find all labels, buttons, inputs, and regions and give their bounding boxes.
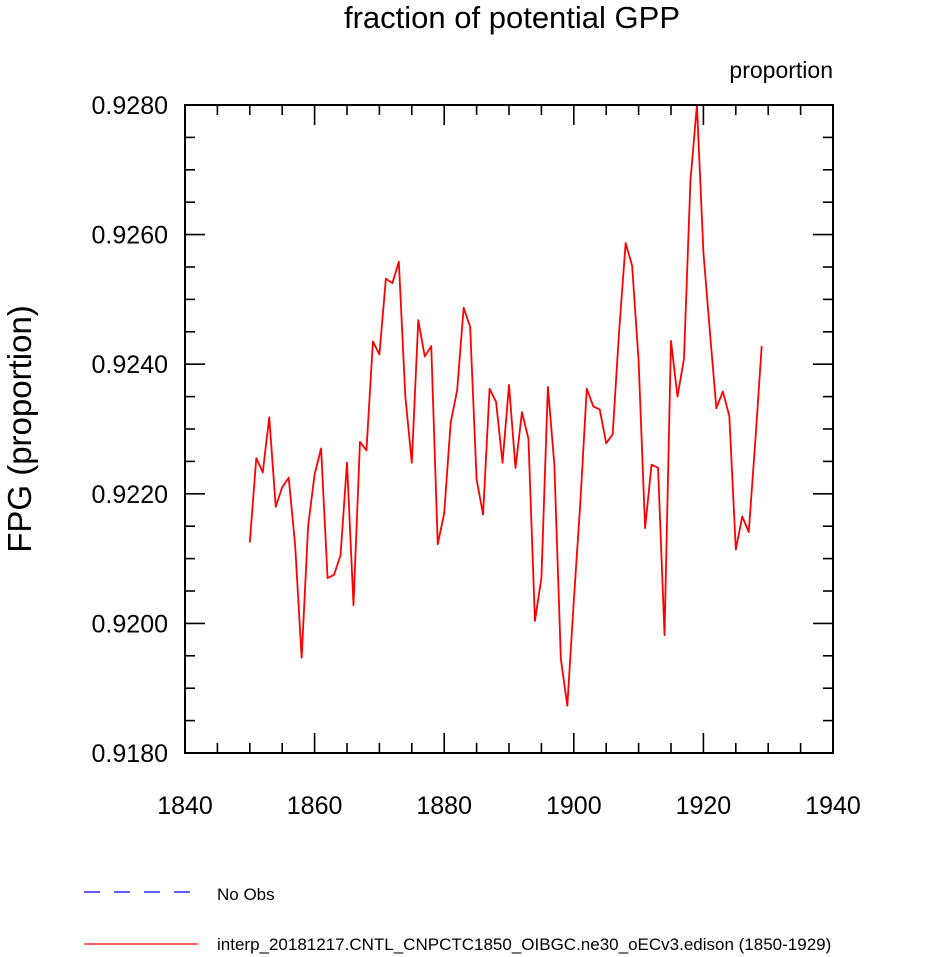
y-tick-label: 0.9260 (92, 222, 168, 250)
x-tick-label: 1860 (287, 792, 343, 820)
y-tick-label: 0.9180 (92, 740, 168, 768)
x-tick-label: 1940 (805, 792, 861, 820)
chart-title: fraction of potential GPP (344, 0, 680, 35)
x-tick-label: 1900 (546, 792, 602, 820)
series-line-model (248, 104, 763, 707)
y-tick-label: 0.9280 (92, 92, 168, 120)
y-tick-label: 0.9200 (92, 610, 168, 638)
x-tick-label: 1840 (157, 792, 213, 820)
legend-label-no-obs: No Obs (217, 885, 275, 904)
y-tick-label: 0.9220 (92, 481, 168, 509)
x-tick-label: 1880 (416, 792, 472, 820)
axis-ticks (184, 104, 834, 754)
y-axis-label: FPG (proportion) (1, 305, 38, 553)
y-tick-label: 0.9240 (92, 351, 168, 379)
units-label: proportion (729, 57, 833, 83)
legend: No Obs interp_20181217.CNTL_CNPCTC1850_O… (84, 885, 831, 954)
legend-label-model: interp_20181217.CNTL_CNPCTC1850_OIBGC.ne… (217, 935, 831, 954)
x-tick-label: 1920 (676, 792, 732, 820)
series-layer (248, 104, 763, 707)
y-tick-labels: 0.9180 0.9200 0.9220 0.9240 0.9260 0.9280 (92, 92, 168, 768)
x-tick-labels: 1840 1860 1880 1900 1920 1940 (157, 792, 861, 820)
plot-frame (184, 104, 834, 754)
